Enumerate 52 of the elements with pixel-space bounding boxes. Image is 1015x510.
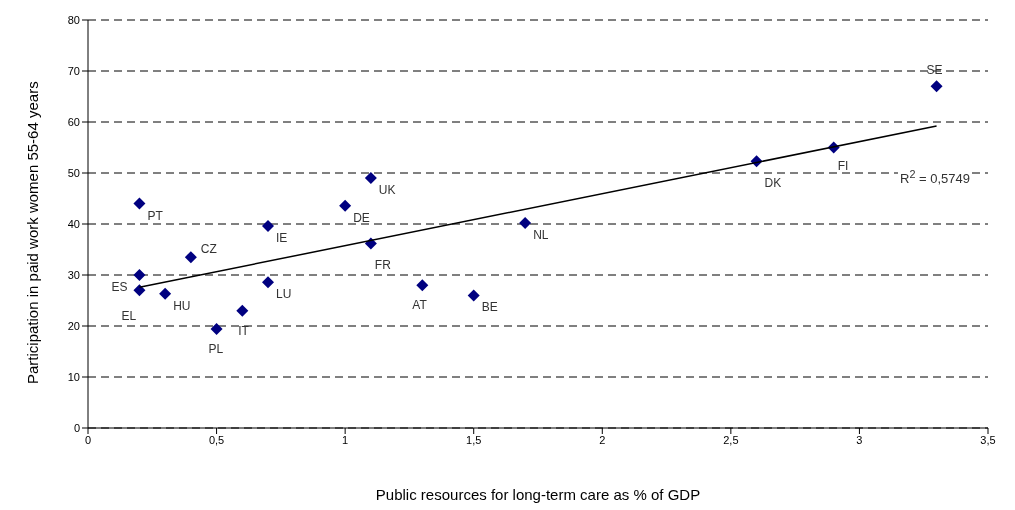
point <box>339 199 352 212</box>
point <box>133 197 146 210</box>
y-tick-label: 30 <box>67 268 80 281</box>
x-tick-label: 3 <box>856 433 863 446</box>
point <box>467 289 480 302</box>
annotation: ES <box>111 280 128 294</box>
x-tick-label: 0 <box>84 433 92 446</box>
annotation: FI <box>837 158 849 173</box>
y-axis-title: Participation in paid work women 55-64 years <box>24 81 42 384</box>
x-axis-title: Public resources for long-term care as % of GDP <box>375 486 701 503</box>
point <box>159 287 172 300</box>
x-tick-label: 1 <box>342 433 349 446</box>
y-tick-label: 20 <box>67 319 80 332</box>
point <box>364 172 377 185</box>
annotation: R$^{2}$ = 0,5749 <box>898 168 972 187</box>
y-tick-label: 40 <box>67 217 80 230</box>
point <box>262 276 274 289</box>
annotation: CZ <box>200 242 217 257</box>
annotation: PT <box>147 208 164 223</box>
x-tick-label: 3,5 <box>980 433 996 446</box>
annotation: DE <box>353 210 370 225</box>
y-tick-label: 10 <box>67 370 80 383</box>
point <box>262 220 274 233</box>
annotation: IT <box>238 323 250 338</box>
x-tick-label: 1,5 <box>466 433 482 446</box>
annotation: NL <box>533 227 549 242</box>
annotation: EL <box>121 309 137 324</box>
annotation: PL <box>208 342 224 357</box>
point <box>236 304 249 317</box>
annotation: DK <box>764 176 782 191</box>
x-tick-label: 0,5 <box>208 433 225 446</box>
point <box>519 216 532 229</box>
y-tick-label: 0 <box>73 421 80 434</box>
annotation: FR <box>374 258 392 273</box>
annotation: UK <box>378 183 396 198</box>
y-tick-label: 80 <box>67 13 80 26</box>
x-tick-label: 2,5 <box>723 433 739 446</box>
y-tick-label: 60 <box>67 115 80 128</box>
annotation: IE <box>276 231 288 246</box>
x-tick-label: 2 <box>599 433 606 446</box>
point <box>930 80 943 93</box>
point <box>416 279 429 292</box>
annotation: HU <box>173 298 191 313</box>
y-tick-label: 70 <box>67 64 80 77</box>
annotation: LU <box>276 287 292 302</box>
point <box>210 323 223 336</box>
point <box>184 251 197 264</box>
point <box>133 269 146 281</box>
annotation: BE <box>481 300 498 315</box>
point <box>133 284 146 297</box>
annotation: AT <box>412 298 428 313</box>
y-tick-label: 50 <box>67 166 80 179</box>
